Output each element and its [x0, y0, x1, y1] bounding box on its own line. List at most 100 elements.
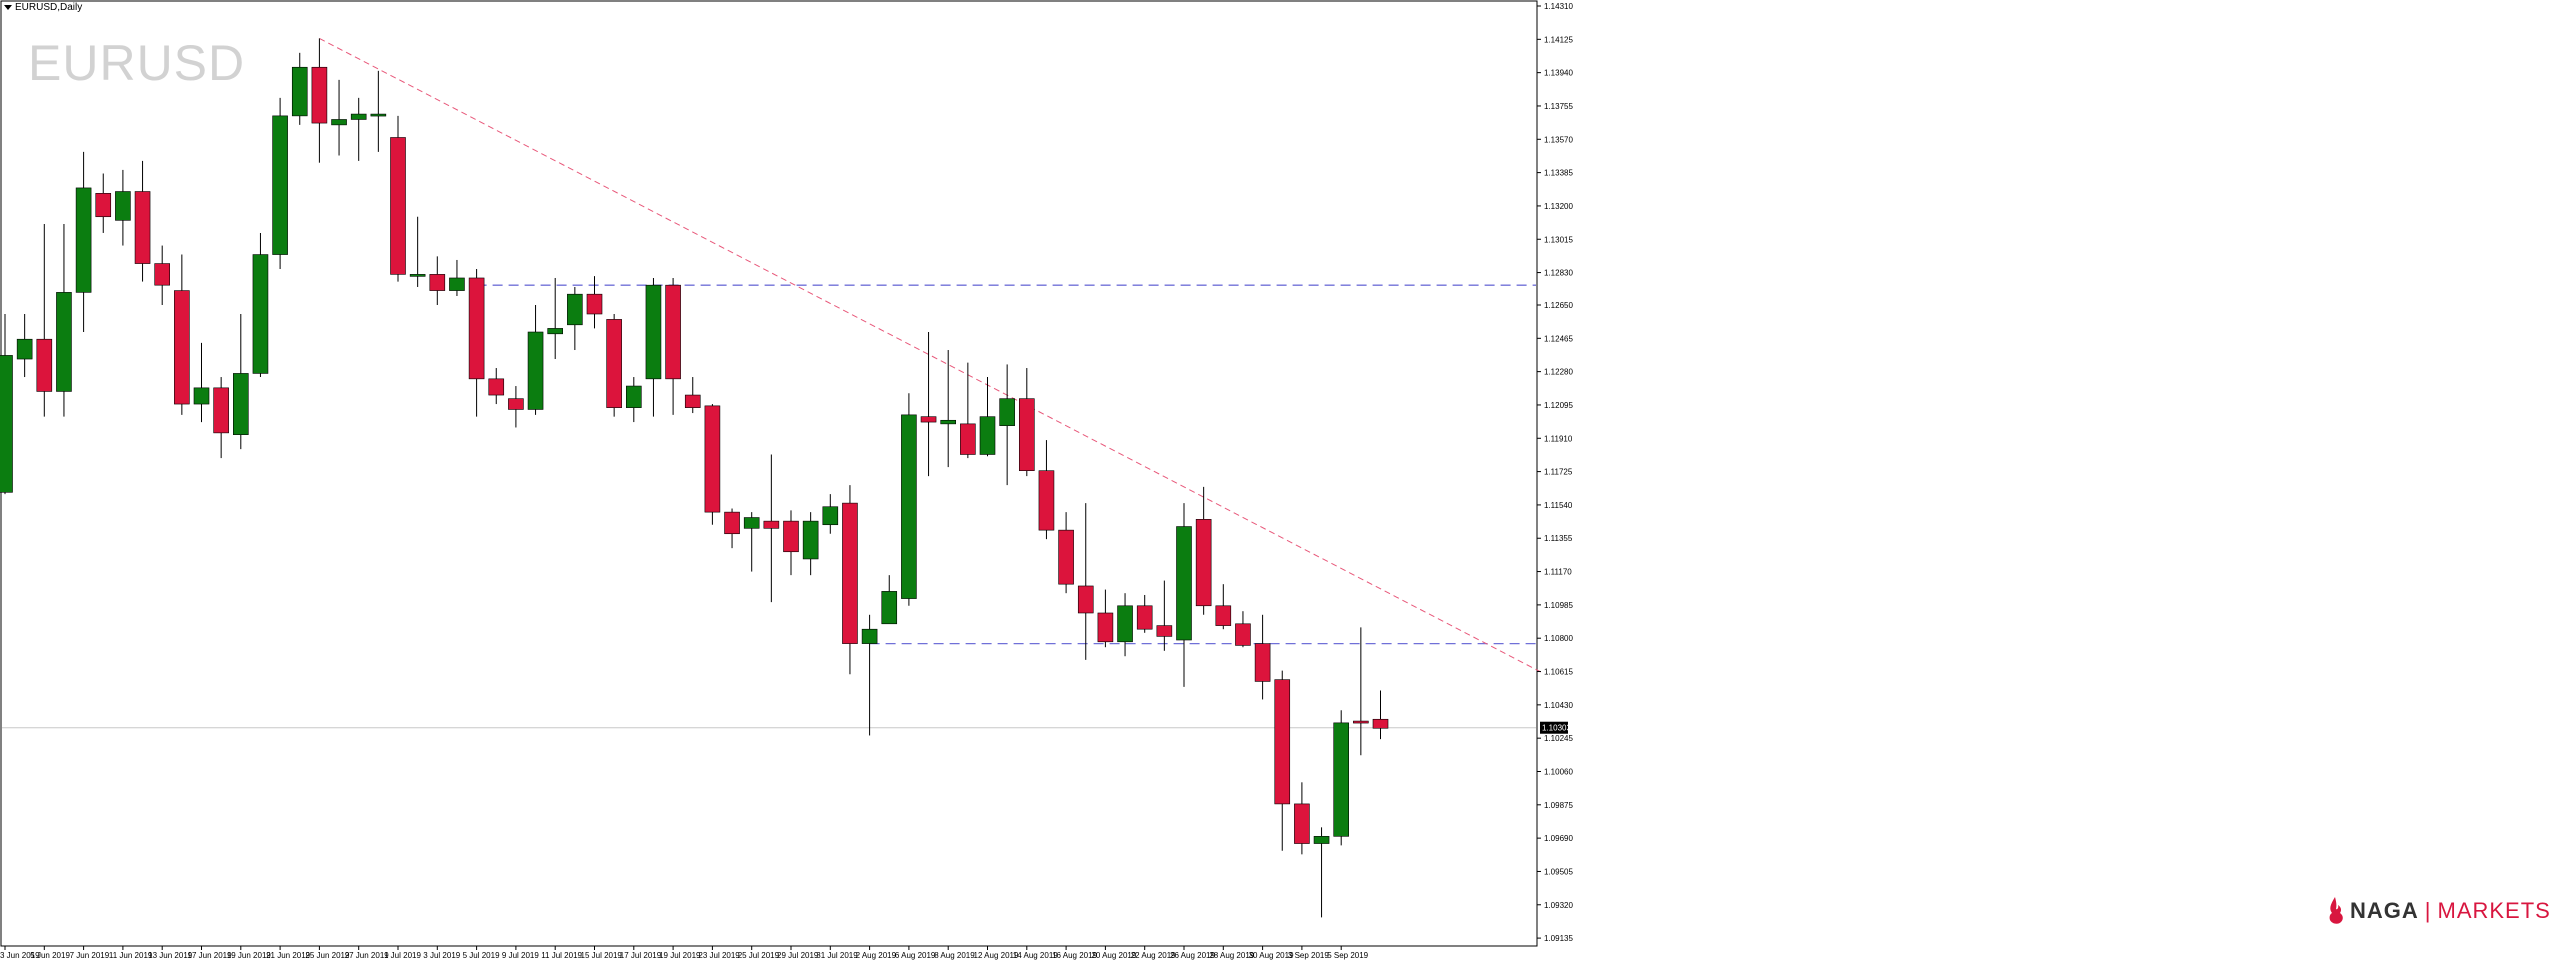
- time-tick-label: 5 Sep 2019: [1327, 951, 1368, 960]
- candle: [842, 485, 858, 675]
- price-tick-label: 1.13570: [1544, 135, 1573, 144]
- candle-body: [1136, 605, 1153, 630]
- candle: [134, 160, 151, 282]
- candle: [763, 454, 780, 603]
- candle-body: [1333, 722, 1349, 837]
- time-tick-label: 7 Jun 2019: [70, 951, 110, 960]
- price-tick-label: 1.11725: [1544, 468, 1573, 477]
- candle: [547, 277, 564, 360]
- candle-body: [272, 115, 288, 255]
- candle: [449, 259, 465, 296]
- price-tick-label: 1.09875: [1544, 801, 1573, 810]
- candle-body: [429, 274, 446, 291]
- price-tick-label: 1.11910: [1544, 434, 1573, 443]
- candle-body: [0, 355, 13, 493]
- horizontal-levels: [2, 284, 1536, 729]
- candle: [527, 304, 544, 415]
- candle-body: [390, 137, 406, 275]
- candle-body: [645, 284, 662, 380]
- price-tick-label: 1.12830: [1544, 269, 1573, 278]
- price-tick-label: 1.12095: [1544, 401, 1573, 410]
- candle: [409, 216, 426, 287]
- time-tick-label: 14 Aug 2019: [1013, 951, 1058, 960]
- time-tick-label: 26 Aug 2019: [1170, 951, 1215, 960]
- candle-body: [1038, 470, 1055, 531]
- candle-body: [154, 263, 170, 286]
- candle-body: [1058, 529, 1074, 585]
- candle-body: [704, 405, 721, 513]
- candle: [95, 173, 112, 233]
- candle-body: [1235, 623, 1251, 646]
- candle-body: [1294, 803, 1310, 844]
- chart-header[interactable]: EURUSD,Daily: [4, 2, 82, 13]
- candle-body: [56, 292, 72, 392]
- logo-separator: |: [2424, 898, 2432, 923]
- time-tick-label: 11 Jun 2019: [109, 951, 153, 960]
- candle-body: [960, 423, 976, 455]
- candle: [861, 614, 878, 736]
- candle-body: [1274, 679, 1291, 805]
- candle: [979, 377, 996, 457]
- candle-body: [940, 419, 957, 425]
- price-tick-label: 1.12280: [1544, 368, 1573, 377]
- candle: [567, 286, 583, 351]
- candle: [684, 377, 701, 414]
- time-tick-label: 17 Jun 2019: [188, 951, 233, 960]
- time-tick-label: 2 Aug 2019: [856, 951, 897, 960]
- candle: [252, 232, 269, 378]
- dropdown-triangle-icon[interactable]: [4, 5, 12, 10]
- candle-body: [1117, 605, 1133, 643]
- price-tick-label: 1.10430: [1544, 701, 1573, 710]
- trendline-group: [319, 37, 1542, 673]
- time-tick-label: 29 Jul 2019: [777, 951, 819, 960]
- candle: [586, 276, 603, 329]
- candle-body: [1254, 643, 1271, 682]
- price-tick-label: 1.11540: [1544, 501, 1573, 510]
- candle-body: [134, 191, 151, 264]
- price-tick-label: 1.09690: [1544, 834, 1573, 843]
- candle-body: [75, 187, 92, 293]
- candle: [1136, 594, 1153, 633]
- time-tick-label: 3 Jun 2019: [0, 951, 40, 960]
- candle-body: [743, 517, 760, 529]
- candle: [1235, 611, 1251, 648]
- time-tick-label: 31 Jul 2019: [816, 951, 858, 960]
- candle-body: [213, 387, 229, 434]
- time-tick-label: 8 Aug 2019: [934, 951, 975, 960]
- candles-group: [0, 38, 1389, 918]
- candle-body: [449, 277, 465, 291]
- candle-body: [1097, 612, 1114, 643]
- candle-body: [174, 290, 190, 405]
- time-tick-label: 19 Jul 2019: [659, 951, 701, 960]
- resistance-trendline: [319, 37, 1542, 673]
- candle-body: [822, 506, 839, 526]
- chart-title: EURUSD,Daily: [15, 2, 83, 13]
- candle-body: [468, 277, 485, 380]
- time-tick-label: 6 Aug 2019: [895, 951, 936, 960]
- candle-body: [1018, 398, 1035, 471]
- naga-markets-logo: NAGA | MARKETS: [2326, 896, 2551, 926]
- candle: [665, 277, 681, 415]
- time-tick-label: 11 Jul 2019: [541, 951, 582, 960]
- candle: [115, 169, 131, 246]
- candle: [1077, 503, 1094, 660]
- candle: [802, 512, 819, 576]
- candle: [1018, 368, 1035, 477]
- time-tick-label: 21 Jun 2019: [266, 951, 311, 960]
- price-tick-label: 1.12650: [1544, 301, 1573, 310]
- candle: [154, 245, 170, 305]
- time-tick-label: 22 Aug 2019: [1131, 951, 1176, 960]
- candle-body: [881, 591, 898, 625]
- naga-flame-icon: [2329, 897, 2343, 924]
- candle-body: [901, 414, 917, 599]
- price-tick-label: 1.14125: [1544, 35, 1573, 44]
- candle: [822, 494, 839, 534]
- candle-body: [763, 520, 780, 529]
- price-tick-label: 1.13385: [1544, 169, 1573, 178]
- candle-body: [547, 328, 564, 335]
- candle-body: [979, 416, 996, 455]
- candle: [311, 38, 328, 163]
- candle-body: [1353, 720, 1369, 724]
- candle-body: [1313, 836, 1330, 844]
